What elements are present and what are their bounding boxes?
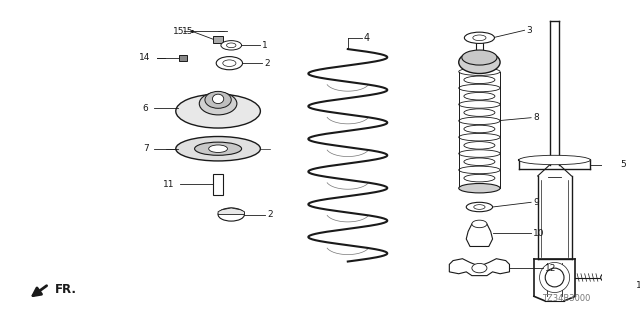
Text: 15—: 15—: [173, 27, 193, 36]
Ellipse shape: [459, 150, 500, 157]
Text: 2: 2: [264, 59, 270, 68]
Ellipse shape: [472, 263, 487, 273]
Ellipse shape: [209, 145, 227, 152]
Text: 15: 15: [182, 27, 194, 36]
Bar: [179, 55, 187, 61]
Ellipse shape: [464, 125, 495, 133]
Polygon shape: [449, 259, 509, 276]
Ellipse shape: [601, 273, 614, 282]
Ellipse shape: [474, 205, 485, 209]
Ellipse shape: [473, 35, 486, 41]
Ellipse shape: [462, 50, 497, 65]
Ellipse shape: [467, 202, 493, 212]
Text: 6: 6: [143, 104, 148, 113]
Ellipse shape: [459, 68, 500, 76]
Ellipse shape: [459, 117, 500, 124]
Ellipse shape: [199, 92, 237, 115]
Ellipse shape: [195, 142, 241, 155]
Text: TZ34B3000: TZ34B3000: [542, 294, 590, 303]
Ellipse shape: [218, 208, 244, 221]
Text: 7: 7: [143, 144, 148, 153]
Text: 11: 11: [163, 180, 175, 189]
Ellipse shape: [459, 166, 500, 174]
Polygon shape: [218, 208, 244, 214]
Ellipse shape: [176, 137, 260, 161]
Text: FR.: FR.: [54, 283, 77, 296]
Ellipse shape: [227, 43, 236, 48]
Ellipse shape: [459, 84, 500, 92]
Ellipse shape: [459, 51, 500, 74]
Text: 8: 8: [533, 113, 539, 122]
Text: 5: 5: [620, 160, 626, 169]
Ellipse shape: [223, 60, 236, 67]
Ellipse shape: [464, 76, 495, 84]
Ellipse shape: [459, 133, 500, 141]
Ellipse shape: [464, 158, 495, 165]
Polygon shape: [467, 224, 493, 246]
Ellipse shape: [540, 262, 570, 292]
Ellipse shape: [176, 94, 260, 128]
Ellipse shape: [464, 109, 495, 116]
Text: 10: 10: [533, 229, 545, 238]
Ellipse shape: [464, 142, 495, 149]
Ellipse shape: [465, 32, 495, 44]
Text: —: —: [218, 28, 225, 34]
Text: 14: 14: [139, 53, 150, 62]
Ellipse shape: [472, 220, 487, 228]
Text: 4: 4: [364, 33, 370, 43]
Bar: [213, 174, 223, 195]
Ellipse shape: [464, 92, 495, 100]
Ellipse shape: [205, 92, 231, 108]
Ellipse shape: [519, 155, 590, 165]
Text: 9: 9: [533, 198, 539, 207]
Text: 1: 1: [262, 41, 268, 50]
Ellipse shape: [221, 41, 241, 50]
Ellipse shape: [459, 183, 500, 193]
Text: 2: 2: [267, 210, 273, 219]
Ellipse shape: [459, 101, 500, 108]
Ellipse shape: [216, 57, 243, 70]
Ellipse shape: [212, 94, 224, 104]
Text: 12: 12: [545, 264, 557, 273]
Text: 13: 13: [636, 281, 640, 290]
Bar: [213, 36, 223, 44]
Text: 3: 3: [527, 26, 532, 35]
Ellipse shape: [464, 174, 495, 182]
Ellipse shape: [545, 268, 564, 287]
